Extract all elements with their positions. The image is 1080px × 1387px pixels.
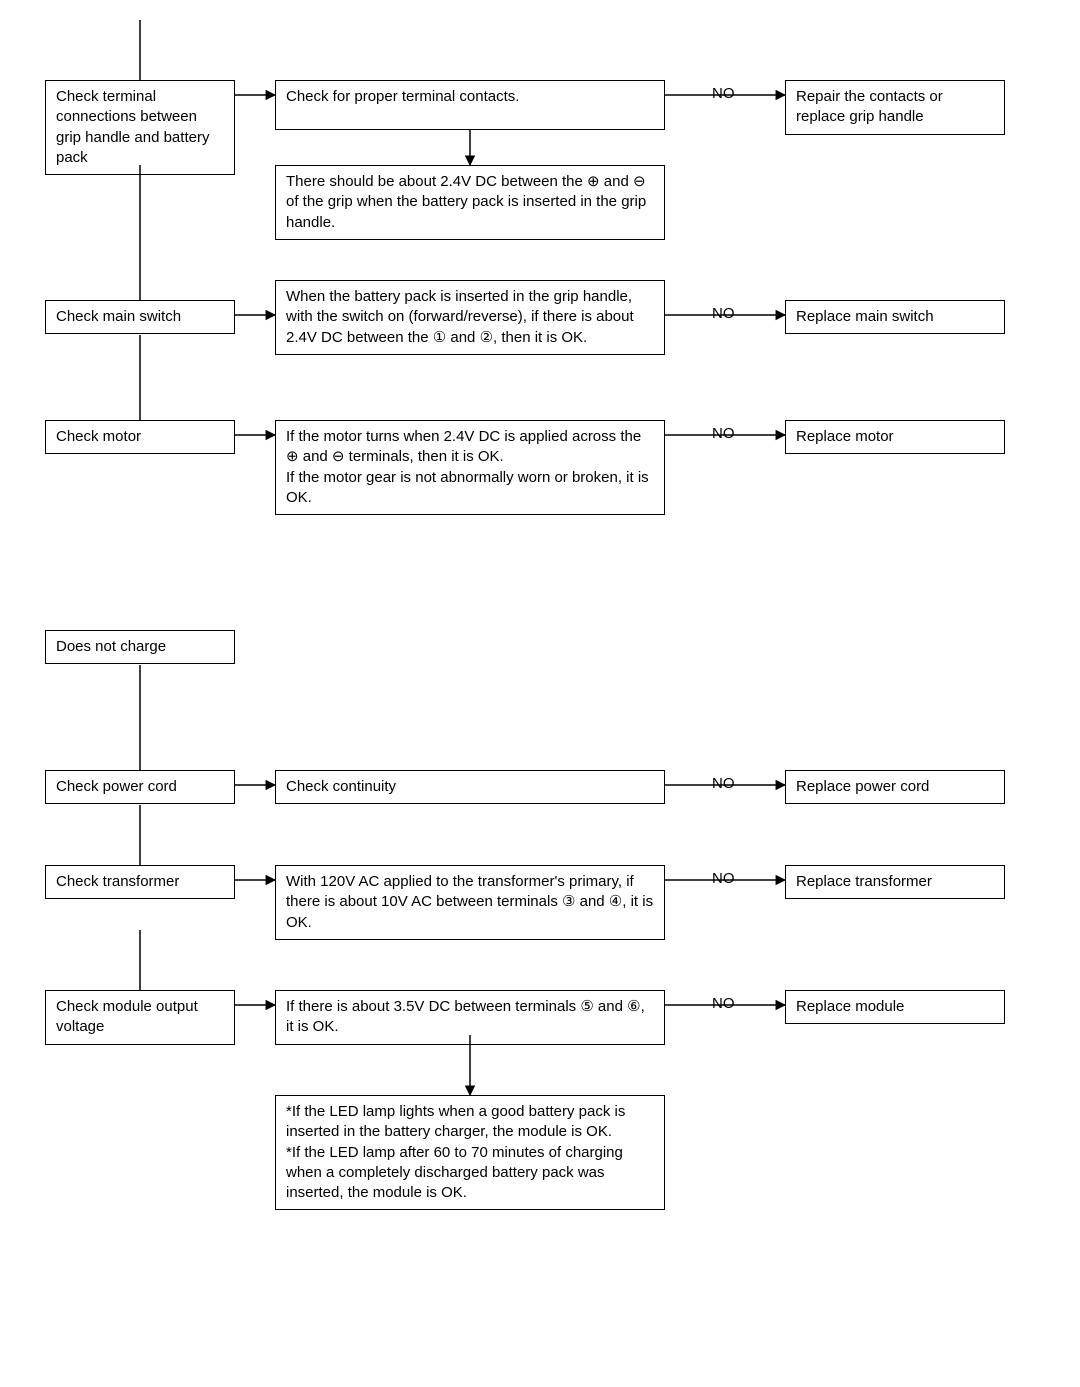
box-repair-contacts: Repair the contacts or replace grip hand… (785, 80, 1005, 135)
box-check-terminal: Check terminal connections between grip … (45, 80, 235, 175)
box-replace-power-cord: Replace power cord (785, 770, 1005, 804)
box-check-transformer: Check transformer (45, 865, 235, 899)
box-motor-test: If the motor turns when 2.4V DC is appli… (275, 420, 665, 515)
box-check-power-cord: Check power cord (45, 770, 235, 804)
label-no-d: NO (710, 775, 737, 792)
box-check-proper-terminal: Check for proper terminal contacts. (275, 80, 665, 130)
box-check-module-output: Check module output voltage (45, 990, 235, 1045)
box-replace-switch: Replace main switch (785, 300, 1005, 334)
box-does-not-charge: Does not charge (45, 630, 235, 664)
box-led-note: *If the LED lamp lights when a good batt… (275, 1095, 665, 1210)
box-replace-motor: Replace motor (785, 420, 1005, 454)
box-voltage-grip: There should be about 2.4V DC between th… (275, 165, 665, 240)
box-switch-test: When the battery pack is inserted in the… (275, 280, 665, 355)
label-no-f: NO (710, 995, 737, 1012)
box-check-motor: Check motor (45, 420, 235, 454)
box-replace-transformer: Replace transformer (785, 865, 1005, 899)
label-no-c: NO (710, 425, 737, 442)
label-no-e: NO (710, 870, 737, 887)
box-transformer-test: With 120V AC applied to the transformer'… (275, 865, 665, 940)
box-check-continuity: Check continuity (275, 770, 665, 804)
label-no-a: NO (710, 85, 737, 102)
label-no-b: NO (710, 305, 737, 322)
box-module-test: If there is about 3.5V DC between termin… (275, 990, 665, 1045)
box-check-main-switch: Check main switch (45, 300, 235, 334)
box-replace-module: Replace module (785, 990, 1005, 1024)
